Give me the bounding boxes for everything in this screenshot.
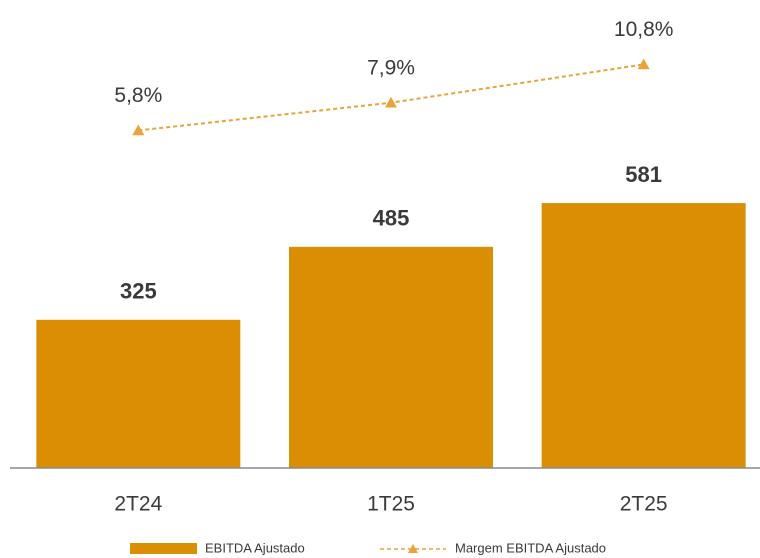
legend-swatch	[130, 543, 197, 554]
bar	[541, 203, 746, 468]
margin-value-label: 7,9%	[367, 56, 415, 79]
x-tick-label: 1T25	[367, 493, 415, 516]
margin-value-label: 10,8%	[614, 18, 674, 41]
bar-value-label: 325	[120, 279, 157, 304]
x-tick-label: 2T25	[620, 493, 668, 516]
margin-marker	[637, 58, 650, 70]
x-tick-label: 2T24	[114, 493, 162, 516]
legend-label: EBITDA Ajustado	[205, 540, 305, 555]
margin-marker	[132, 124, 145, 136]
bar-value-label: 581	[625, 162, 662, 187]
bar-value-label: 485	[373, 206, 410, 231]
legend-marker	[408, 544, 418, 553]
margin-value-label: 5,8%	[114, 84, 162, 107]
bar	[289, 246, 493, 468]
legend-label: Margem EBITDA Ajustado	[455, 540, 606, 555]
bar	[36, 319, 241, 468]
margin-marker	[385, 96, 397, 108]
